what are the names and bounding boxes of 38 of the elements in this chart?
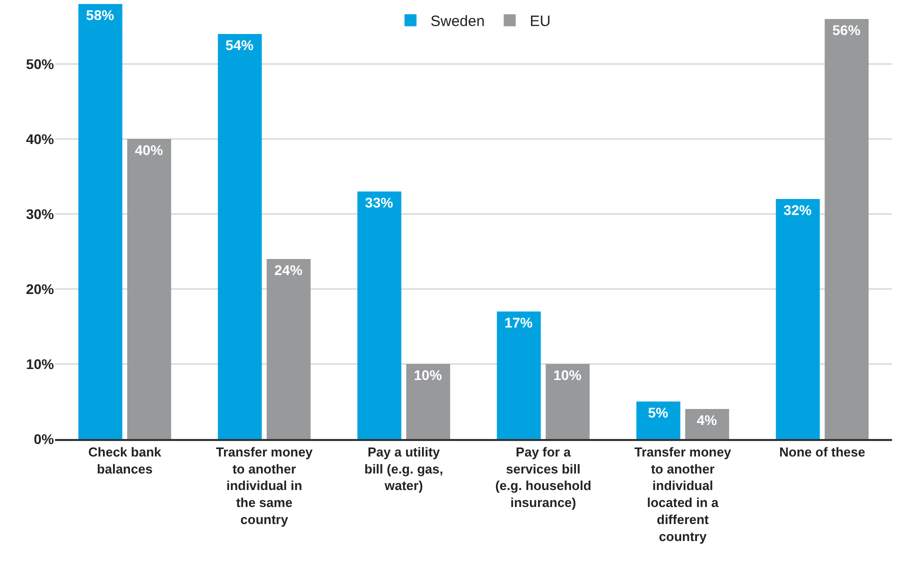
y-tick-label: 20% — [26, 280, 55, 297]
data-label: 40% — [134, 142, 164, 158]
legend-label: EU — [530, 13, 551, 30]
bar — [776, 199, 820, 439]
bar — [127, 139, 172, 439]
x-tick-label: Check bank balances — [88, 444, 162, 476]
x-tick-label: Pay a utility bill (e.g. gas, water) — [364, 444, 444, 494]
x-tick-label: Transfer money to another individual in the same country — [216, 444, 314, 527]
bar — [546, 364, 590, 439]
data-label: 33% — [365, 194, 394, 210]
data-label: 24% — [274, 262, 303, 278]
data-label: 17% — [504, 314, 534, 330]
data-label: 54% — [226, 37, 254, 53]
bar — [218, 34, 262, 439]
data-label: 58% — [86, 7, 115, 23]
bar — [78, 4, 122, 439]
bar — [685, 409, 730, 439]
bar — [357, 192, 402, 439]
y-tick-label: 40% — [26, 130, 55, 147]
bar — [496, 312, 541, 439]
data-label: 56% — [832, 22, 861, 38]
data-label: 4% — [696, 412, 718, 428]
data-label: 5% — [648, 404, 669, 420]
bar — [824, 19, 869, 439]
x-tick-label: None of these — [779, 444, 866, 460]
y-tick-label: 10% — [26, 356, 55, 372]
bar — [266, 259, 311, 439]
data-label: 10% — [553, 367, 582, 383]
y-tick-label: 30% — [26, 206, 55, 222]
legend-label: Sweden — [430, 13, 485, 30]
y-tick-label: 50% — [26, 56, 55, 72]
bar — [636, 402, 680, 439]
data-label: 32% — [784, 202, 812, 218]
x-tick-label: Pay for a services bill (e.g. household insurance) — [495, 444, 592, 510]
data-label: 10% — [414, 367, 442, 383]
x-tick-label: Transfer money to another individual located in a different country — [634, 444, 732, 544]
bar — [406, 364, 450, 439]
y-tick-label: 0% — [34, 430, 55, 447]
